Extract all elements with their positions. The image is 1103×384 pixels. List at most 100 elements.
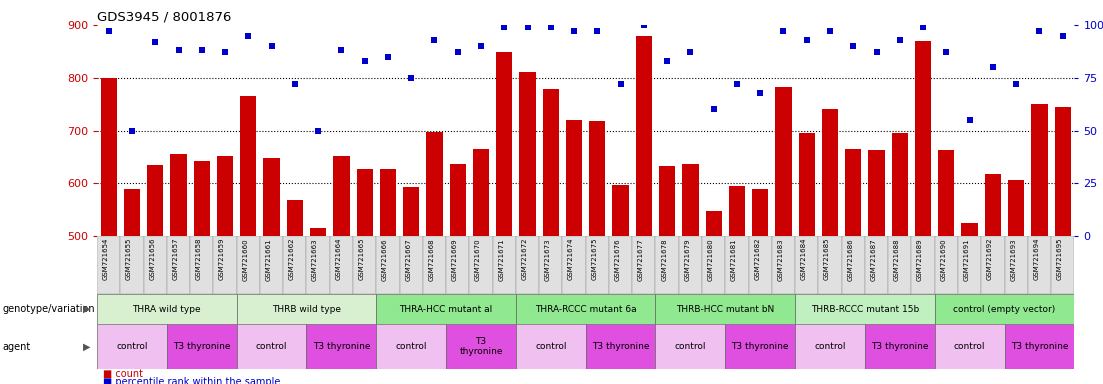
Text: control: control <box>675 342 706 351</box>
Bar <box>260 236 283 294</box>
Bar <box>516 236 539 294</box>
Bar <box>702 236 726 294</box>
Text: T3 thyronine: T3 thyronine <box>731 342 789 351</box>
Bar <box>167 236 190 294</box>
Text: THRA-RCCC mutant 6a: THRA-RCCC mutant 6a <box>535 305 636 314</box>
Text: GSM721668: GSM721668 <box>428 238 435 281</box>
Bar <box>566 120 582 384</box>
Bar <box>962 223 977 384</box>
Bar <box>194 161 210 384</box>
Bar <box>914 41 931 384</box>
Bar <box>213 236 237 294</box>
Bar <box>516 324 586 369</box>
Bar <box>1051 236 1074 294</box>
Bar <box>422 236 446 294</box>
Bar <box>799 133 815 384</box>
Bar <box>97 236 120 294</box>
Bar <box>190 236 213 294</box>
Bar <box>842 236 865 294</box>
Bar <box>911 236 934 294</box>
Text: GSM721663: GSM721663 <box>312 238 318 281</box>
Text: control: control <box>535 342 567 351</box>
Bar <box>612 185 629 384</box>
Text: GSM721672: GSM721672 <box>522 238 527 280</box>
Text: GSM721666: GSM721666 <box>382 238 388 281</box>
Bar <box>772 236 795 294</box>
Text: GSM721661: GSM721661 <box>266 238 271 281</box>
Text: control: control <box>954 342 985 351</box>
Bar <box>167 324 237 369</box>
Text: GSM721657: GSM721657 <box>172 238 179 280</box>
Bar <box>775 87 792 384</box>
Bar <box>934 324 1005 369</box>
Bar <box>891 133 908 384</box>
Text: GSM721689: GSM721689 <box>917 238 923 281</box>
Bar <box>543 89 559 384</box>
Text: GSM721658: GSM721658 <box>195 238 202 280</box>
Bar <box>563 236 586 294</box>
Text: GSM721686: GSM721686 <box>847 238 854 281</box>
Bar <box>589 121 606 384</box>
Text: agent: agent <box>2 341 31 352</box>
Text: GSM721673: GSM721673 <box>545 238 550 281</box>
Text: GSM721681: GSM721681 <box>731 238 737 281</box>
Bar <box>845 149 861 384</box>
Text: THRB wild type: THRB wild type <box>272 305 341 314</box>
Text: GSM721655: GSM721655 <box>126 238 132 280</box>
Bar <box>446 324 516 369</box>
Bar <box>470 236 493 294</box>
Bar <box>426 132 442 384</box>
Text: T3 thyronine: T3 thyronine <box>592 342 650 351</box>
Text: GSM721664: GSM721664 <box>335 238 342 280</box>
Bar <box>822 109 838 384</box>
Bar <box>939 150 954 384</box>
Bar <box>795 324 865 369</box>
Text: THRB-HCC mutant bN: THRB-HCC mutant bN <box>676 305 774 314</box>
Bar <box>496 52 513 384</box>
Text: GSM721669: GSM721669 <box>452 238 458 281</box>
Bar <box>237 294 376 324</box>
Text: T3 thyronine: T3 thyronine <box>312 342 371 351</box>
Text: T3 thyronine: T3 thyronine <box>1010 342 1068 351</box>
Text: GSM721682: GSM721682 <box>754 238 760 280</box>
Bar <box>586 324 655 369</box>
Text: GSM721654: GSM721654 <box>103 238 109 280</box>
Bar <box>678 236 702 294</box>
Bar <box>379 169 396 384</box>
Bar <box>1028 236 1051 294</box>
Bar <box>307 236 330 294</box>
Bar <box>888 236 911 294</box>
Bar <box>1008 180 1025 384</box>
Bar <box>934 294 1074 324</box>
Text: GSM721670: GSM721670 <box>475 238 481 281</box>
Text: GSM721694: GSM721694 <box>1034 238 1039 280</box>
Text: GDS3945 / 8001876: GDS3945 / 8001876 <box>97 11 232 24</box>
Bar <box>795 236 818 294</box>
Bar <box>120 236 143 294</box>
Bar <box>1031 104 1048 384</box>
Text: GSM721687: GSM721687 <box>870 238 877 281</box>
Bar <box>333 156 350 384</box>
Bar <box>376 324 446 369</box>
Text: control: control <box>116 342 148 351</box>
Bar <box>330 236 353 294</box>
Text: T3 thyronine: T3 thyronine <box>871 342 929 351</box>
Text: control: control <box>256 342 287 351</box>
Bar <box>97 324 167 369</box>
Bar <box>516 294 655 324</box>
Text: GSM721676: GSM721676 <box>614 238 621 281</box>
Text: THRB-RCCC mutant 15b: THRB-RCCC mutant 15b <box>811 305 919 314</box>
Bar <box>237 324 307 369</box>
Text: THRA-HCC mutant al: THRA-HCC mutant al <box>399 305 493 314</box>
Text: GSM721695: GSM721695 <box>1057 238 1062 280</box>
Bar <box>655 236 678 294</box>
Text: GSM721675: GSM721675 <box>591 238 598 280</box>
Bar <box>124 189 140 384</box>
Text: GSM721671: GSM721671 <box>499 238 504 281</box>
Bar <box>706 211 721 384</box>
Text: THRA wild type: THRA wild type <box>132 305 201 314</box>
Bar <box>310 228 326 384</box>
Bar <box>493 236 516 294</box>
Bar <box>473 149 489 384</box>
Bar <box>240 96 257 384</box>
